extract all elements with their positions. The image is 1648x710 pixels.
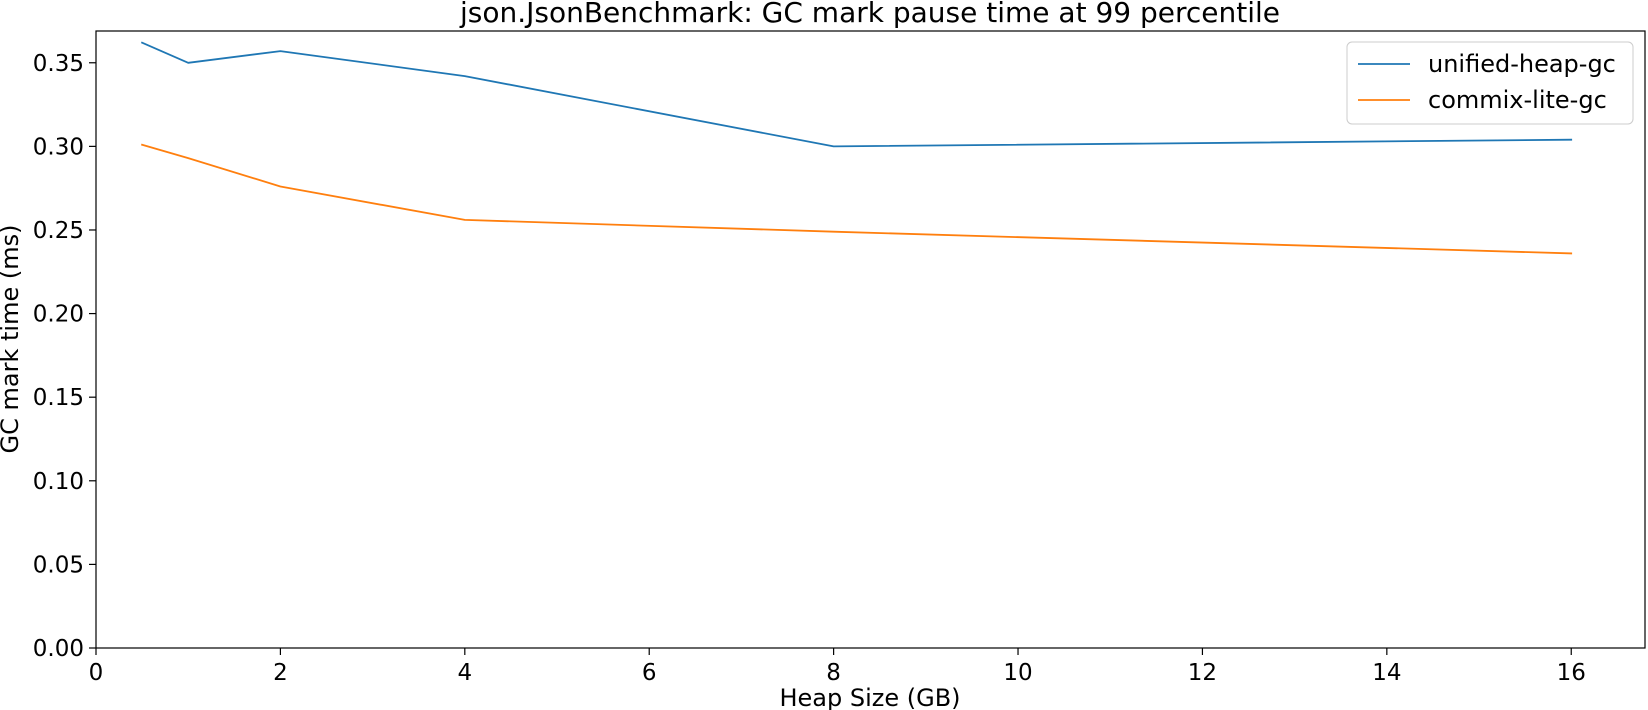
y-tick-label-2: 0.10 <box>33 469 84 495</box>
y-tick-label-5: 0.25 <box>33 218 84 244</box>
x-tick-label-3: 6 <box>642 660 657 686</box>
y-tick-label-1: 0.05 <box>33 552 84 578</box>
y-axis: 0.00 0.05 0.10 0.15 0.20 0.25 0.30 0.35 <box>33 51 96 662</box>
plot-frame <box>95 30 1646 649</box>
legend-label-commix-lite-gc: commix-lite-gc <box>1428 86 1607 114</box>
x-tick-label-5: 10 <box>1003 660 1032 686</box>
x-tick-label-8: 16 <box>1557 660 1586 686</box>
chart-title: json.JsonBenchmark: GC mark pause time a… <box>459 0 1280 29</box>
series-line-unified-heap-gc <box>140 41 1573 148</box>
legend: unified-heap-gc commix-lite-gc <box>1346 41 1634 125</box>
legend-box <box>1346 41 1634 125</box>
y-tick-label-6: 0.30 <box>33 134 84 160</box>
plot-area <box>95 30 1646 649</box>
x-tick-label-0: 0 <box>89 660 104 686</box>
series-layer <box>140 41 1573 255</box>
x-tick-label-2: 4 <box>457 660 472 686</box>
series-line-commix-lite-gc <box>140 143 1573 255</box>
y-tick-label-4: 0.20 <box>33 302 84 328</box>
y-tick-label-7: 0.35 <box>33 51 84 77</box>
x-tick-label-7: 14 <box>1372 660 1401 686</box>
y-tick-label-3: 0.15 <box>33 385 84 411</box>
x-tick-label-4: 8 <box>826 660 841 686</box>
y-tick-label-0: 0.00 <box>33 636 84 662</box>
y-axis-label: GC mark time (ms) <box>0 225 24 454</box>
x-axis-label: Heap Size (GB) <box>779 684 960 710</box>
legend-items: unified-heap-gc commix-lite-gc <box>1358 50 1616 114</box>
x-axis: 0 2 4 6 8 10 12 14 16 <box>89 648 1586 686</box>
x-tick-label-1: 2 <box>273 660 288 686</box>
legend-label-unified-heap-gc: unified-heap-gc <box>1428 50 1616 78</box>
x-tick-label-6: 12 <box>1188 660 1217 686</box>
